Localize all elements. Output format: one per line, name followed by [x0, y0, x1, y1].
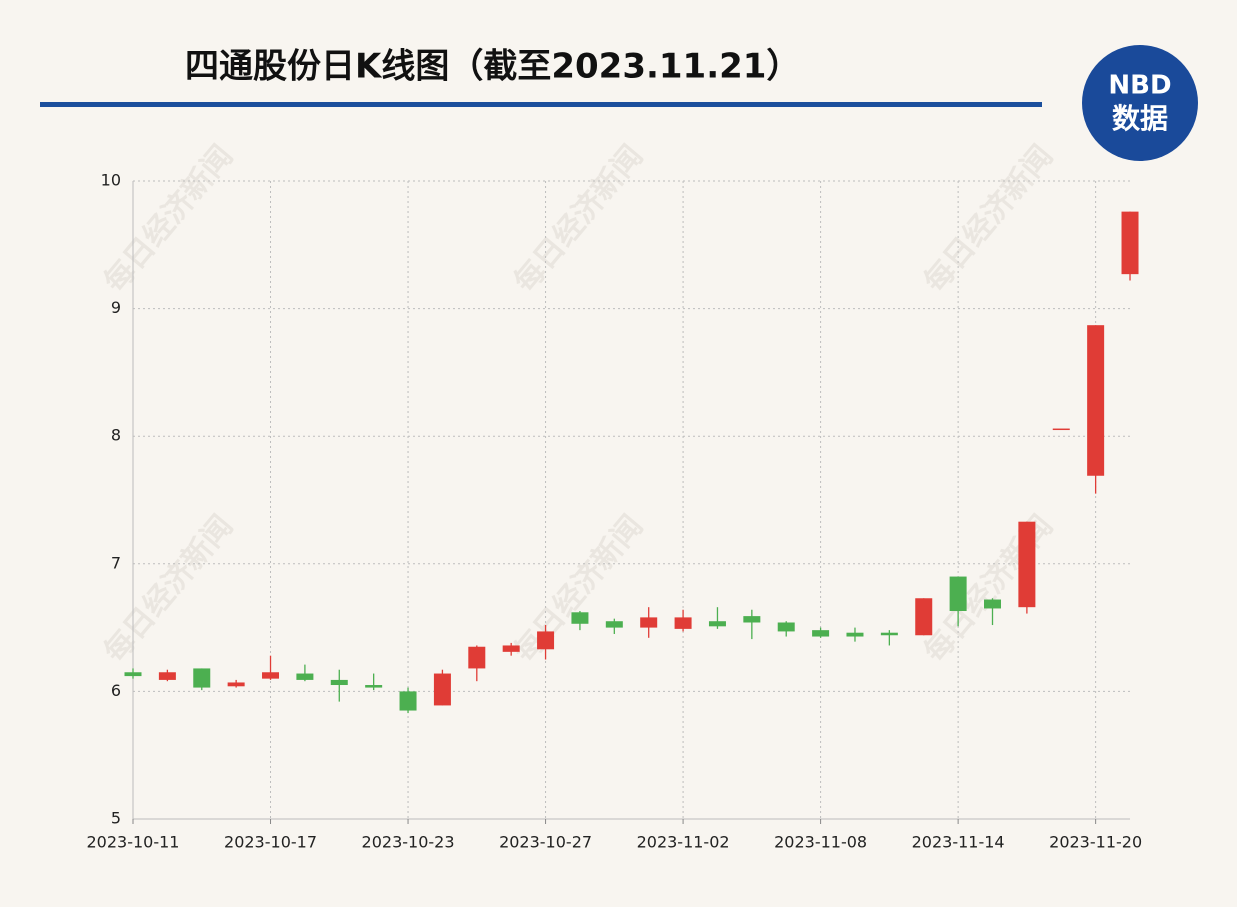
- candle-body: [1087, 325, 1105, 476]
- y-tick-label: 8: [111, 426, 121, 445]
- x-tick-label: 2023-10-23: [362, 833, 455, 852]
- y-tick-label: 6: [111, 681, 121, 700]
- candle-body: [743, 616, 761, 623]
- candle-body: [949, 576, 967, 612]
- y-tick-label: 10: [101, 171, 121, 190]
- candle-body: [158, 672, 176, 680]
- candle-body: [880, 632, 898, 636]
- x-tick-label: 2023-11-08: [774, 833, 867, 852]
- y-tick-label: 5: [111, 809, 121, 828]
- candle-body: [708, 621, 726, 627]
- candle-body: [674, 617, 692, 629]
- candle-body: [193, 668, 211, 688]
- y-tick-label: 7: [111, 553, 121, 572]
- candle-body: [330, 679, 348, 686]
- candle-body: [124, 672, 142, 677]
- x-tick-label: 2023-11-14: [912, 833, 1005, 852]
- candle-body: [433, 673, 451, 706]
- candle-body: [571, 612, 589, 624]
- candle-body: [640, 617, 658, 628]
- candle-body: [846, 632, 864, 637]
- candle-body: [399, 691, 417, 711]
- x-tick-label: 2023-10-27: [499, 833, 592, 852]
- candle-body: [468, 646, 486, 669]
- candle-body: [915, 598, 933, 636]
- title-rule: [40, 102, 1042, 107]
- candle-body: [227, 682, 245, 687]
- candle-body: [296, 673, 314, 680]
- candle-body: [1052, 428, 1070, 431]
- x-tick-label: 2023-11-02: [637, 833, 730, 852]
- candle-body: [537, 631, 555, 650]
- logo-bottom: 数据: [1112, 102, 1168, 135]
- candle-body: [1018, 521, 1036, 608]
- logo-top: NBD: [1108, 71, 1171, 101]
- x-tick-label: 2023-10-17: [224, 833, 317, 852]
- candle-body: [365, 685, 383, 688]
- candle-body: [262, 672, 280, 679]
- candle-body: [605, 621, 623, 628]
- x-tick-label: 2023-11-20: [1049, 833, 1142, 852]
- candle-body: [984, 599, 1001, 609]
- y-tick-label: 9: [111, 298, 121, 317]
- candle-body: [1121, 211, 1139, 275]
- candle-body: [812, 630, 830, 637]
- chart-title: 四通股份日K线图（截至2023.11.21）: [185, 47, 800, 87]
- candle-body: [777, 622, 795, 632]
- x-tick-label: 2023-10-11: [87, 833, 180, 852]
- candle-body: [502, 645, 520, 652]
- logo-circle: [1082, 45, 1198, 161]
